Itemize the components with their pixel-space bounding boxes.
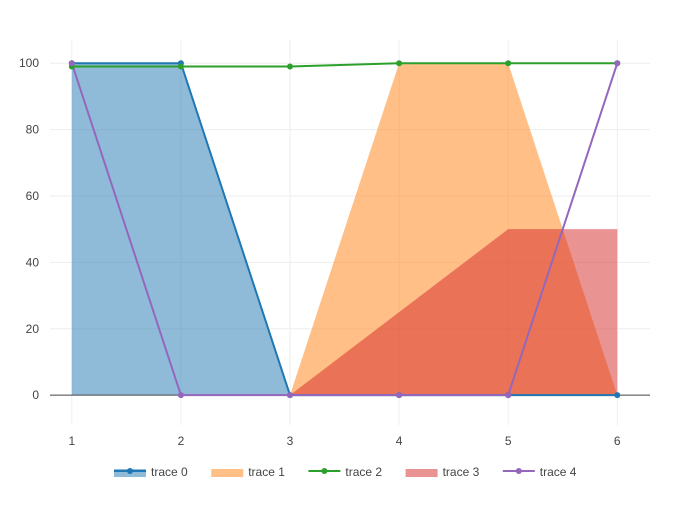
data-point-trace-4 [505,392,512,399]
y-tick-label: 0 [32,388,39,402]
data-point-trace-4 [396,392,403,399]
legend-item-trace-1: trace 1 [211,465,285,479]
data-point-trace-4 [177,392,184,399]
legend-swatch [211,469,244,477]
y-tick-label: 40 [26,255,40,269]
series-line-trace-2 [71,62,618,68]
data-point-trace-4 [614,60,621,67]
legend-label: trace 1 [248,465,285,479]
series-line-trace-4 [70,62,619,397]
legend-label: trace 0 [151,465,188,479]
area-fills [71,63,618,396]
y-tick-label: 60 [26,189,40,203]
legend-item-trace-0: trace 0 [114,465,188,479]
x-tick-label: 5 [505,434,512,448]
data-point-trace-4 [68,60,75,67]
legend-swatch-marker [127,468,133,474]
y-axis-ticks: 0 20 40 60 80 100 [19,56,39,402]
legend-item-trace-2: trace 2 [308,465,382,479]
x-tick-label: 1 [68,434,75,448]
series-lines [70,62,619,397]
x-tick-label: 3 [287,434,294,448]
series-markers [68,60,621,399]
legend-label: trace 4 [540,465,577,479]
legend-label: trace 3 [443,465,480,479]
legend-swatch-marker [321,468,328,474]
x-tick-label: 2 [178,434,185,448]
area-fill-trace-0 [71,63,618,396]
data-point-trace-2 [287,63,293,70]
data-point-trace-2 [396,60,403,67]
legend-item-trace-4: trace 4 [502,465,577,479]
legend-label: trace 2 [345,465,382,479]
data-point-trace-2 [505,60,512,67]
y-tick-label: 20 [26,322,40,336]
x-axis-ticks: 1 2 3 4 5 6 [68,434,620,448]
legend-item-trace-3: trace 3 [405,465,480,479]
data-point-trace-0 [614,392,621,399]
x-tick-label: 6 [614,434,621,448]
legend: trace 0 trace 1 trace 2 trace 3 trace 4 [114,465,577,479]
legend-swatch [405,469,438,477]
data-point-trace-2 [177,63,184,70]
y-tick-label: 100 [19,56,39,70]
area-fill-trace-3 [71,229,618,396]
legend-swatch-marker [515,468,522,474]
y-tick-label: 80 [26,123,40,137]
x-tick-label: 4 [396,434,403,448]
data-point-trace-4 [287,392,293,399]
